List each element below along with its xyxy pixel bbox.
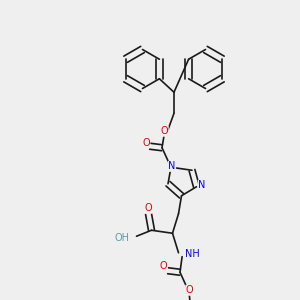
Text: O: O	[160, 261, 167, 271]
Text: O: O	[186, 285, 194, 295]
Text: N: N	[168, 161, 175, 171]
Text: N: N	[198, 180, 206, 190]
Text: OH: OH	[115, 233, 130, 243]
Text: NH: NH	[185, 249, 200, 259]
Text: O: O	[160, 126, 168, 136]
Text: O: O	[142, 138, 150, 148]
Text: O: O	[145, 203, 152, 213]
